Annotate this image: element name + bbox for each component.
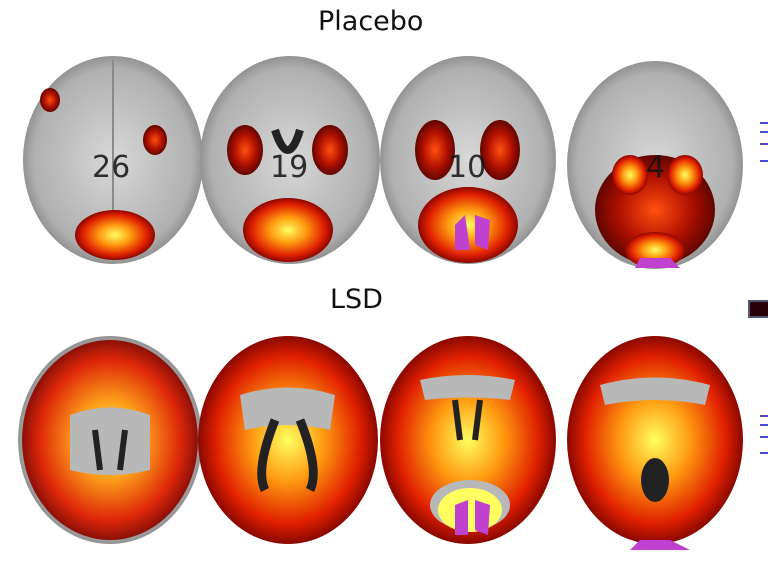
slice-label-19: 19 (270, 150, 309, 185)
lsd-slice-4 (567, 336, 743, 550)
placebo-slice-19 (200, 56, 380, 264)
lsd-slice-10 (380, 336, 556, 544)
lsd-slice-19 (198, 336, 378, 544)
slice-label-10: 10 (448, 150, 487, 185)
lsd-slice-26 (18, 336, 202, 544)
slice-label-26: 26 (92, 150, 131, 185)
placebo-slice-26 (23, 56, 203, 264)
placebo-slice-10 (380, 56, 556, 264)
colorbar-swatch (748, 300, 768, 318)
slice-label-4: 4 (646, 150, 666, 185)
placebo-title: Placebo (318, 6, 424, 37)
lsd-title: LSD (330, 284, 383, 315)
placebo-slice-4 (567, 61, 743, 269)
